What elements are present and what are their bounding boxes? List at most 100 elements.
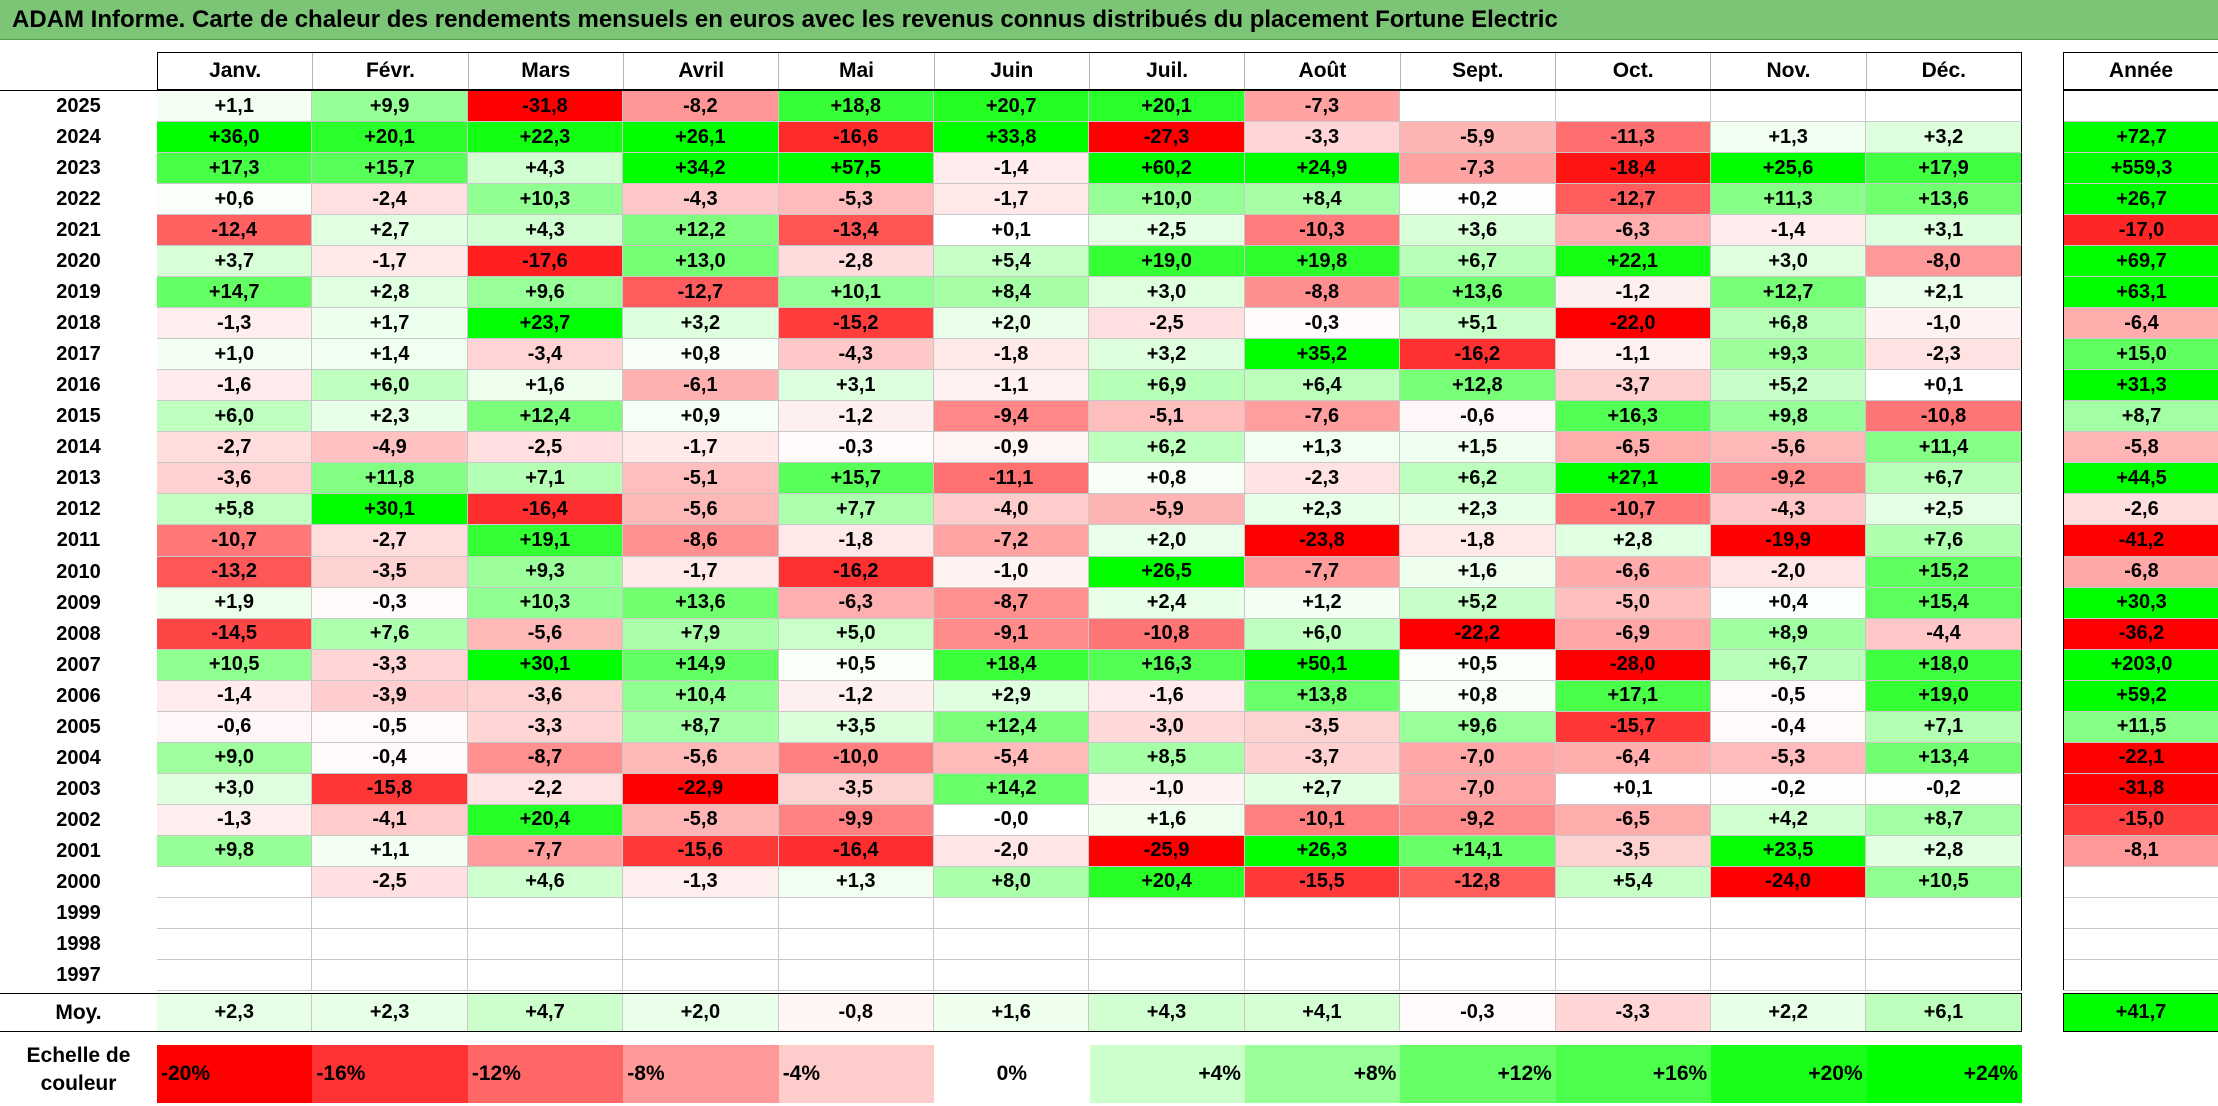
heatmap-cell: +10,3 [467, 184, 624, 216]
heatmap-cell [1710, 91, 1867, 123]
heatmap-cell: -3,5 [1555, 835, 1711, 867]
heatmap-cell: -2,0 [1710, 556, 1867, 588]
annual-cell-2018: -6,4 [2064, 308, 2218, 340]
heatmap-cell: -2,5 [312, 866, 468, 898]
annual-cell-2025 [2064, 91, 2218, 123]
heatmap-cell [778, 959, 934, 991]
year-label: 2024 [56, 126, 101, 149]
heatmap-cell: +8,5 [1089, 742, 1245, 774]
heatmap-cell: -0,5 [1710, 680, 1867, 712]
heatmap-cell: -8,8 [1244, 277, 1401, 309]
heatmap-cell: +14,9 [623, 649, 779, 681]
heatmap-cell: +6,4 [1244, 370, 1401, 402]
year-row-1999: 1999 [0, 897, 2022, 929]
heatmap-cell: +4,3 [467, 215, 624, 247]
heatmap-cell: +2,0 [933, 308, 1090, 340]
heatmap-cell: -5,6 [1710, 432, 1867, 464]
heatmap-cell [778, 897, 934, 929]
heatmap-cell: +7,7 [778, 494, 934, 526]
heatmap-cell: +2,7 [1244, 773, 1401, 805]
heatmap-cell: -10,8 [1089, 618, 1245, 650]
color-scale-swatch: -16% [312, 1045, 468, 1103]
year-row-2024: 2024 +36,0 +20,1 +22,3 +26,1 -16,6 +33,8 -27,3-… [0, 122, 2022, 154]
year-label: 2006 [56, 684, 101, 707]
heatmap-cell: +3,1 [1866, 215, 2022, 247]
heatmap-cell: -11,1 [933, 463, 1090, 495]
heatmap-cell: +2,8 [312, 277, 468, 309]
heatmap-cell: -7,7 [467, 835, 624, 867]
heatmap-cell: -7,2 [933, 525, 1090, 557]
heatmap-cell: -0,4 [312, 742, 468, 774]
heatmap-cell: +6,0 [157, 401, 313, 433]
heatmap-cell [1555, 897, 1711, 929]
heatmap-cell: -5,4 [933, 742, 1090, 774]
heatmap-cell [157, 959, 313, 991]
heatmap-cell [1710, 928, 1867, 960]
annual-cell-2019: +63,1 [2064, 277, 2218, 309]
heatmap-cell: +5,4 [933, 246, 1090, 278]
heatmap-cell: -9,2 [1710, 463, 1867, 495]
heatmap-cell: +22,1 [1555, 246, 1711, 278]
heatmap-cell: +6,8 [1710, 308, 1867, 340]
color-scale-swatch: +8% [1244, 1045, 1401, 1103]
heatmap-cell: -17,6 [467, 246, 624, 278]
heatmap-cell: +17,1 [1555, 680, 1711, 712]
heatmap-cell: -7,0 [1400, 773, 1556, 805]
heatmap-cell: +0,8 [1089, 463, 1245, 495]
heatmap-cell: +1,2 [1244, 587, 1401, 619]
heatmap-cell: -4,9 [312, 432, 468, 464]
heatmap-cell: +20,4 [1089, 866, 1245, 898]
heatmap-cell: -1,8 [778, 525, 934, 557]
average-cell: -0,8 [778, 994, 934, 1031]
heatmap-cell: +8,4 [1244, 184, 1401, 216]
heatmap-cell: +1,6 [1400, 556, 1556, 588]
heatmap-cell: +2,9 [933, 680, 1090, 712]
heatmap-cell [1555, 928, 1711, 960]
heatmap-cell: -0,3 [1244, 308, 1401, 340]
heatmap-cell: +12,4 [467, 401, 624, 433]
annual-cell-2024: +72,7 [2064, 122, 2218, 154]
heatmap-cell [1400, 897, 1556, 929]
annual-cell-2002: -15,0 [2064, 804, 2218, 836]
heatmap-cell: -3,7 [1555, 370, 1711, 402]
heatmap-cell: -16,4 [467, 494, 624, 526]
heatmap-cell: +27,1 [1555, 463, 1711, 495]
heatmap-cell: -10,8 [1866, 401, 2022, 433]
heatmap-cell: +1,3 [1244, 432, 1401, 464]
year-row-2001: 2001 +9,8 +1,1 -7,7 -15,6 -16,4 -2,0 -25,9 +26,3… [0, 835, 2022, 867]
heatmap-cell: -7,0 [1400, 742, 1556, 774]
color-scale-swatch: -8% [623, 1045, 779, 1103]
year-label: 2000 [56, 870, 101, 893]
heatmap-cell: -3,6 [467, 680, 624, 712]
heatmap-cell [1866, 959, 2022, 991]
heatmap-cell [623, 928, 779, 960]
annual-cell-2016: +31,3 [2064, 370, 2218, 402]
heatmap-cell: -3,3 [467, 711, 624, 743]
heatmap-cell: -3,3 [1244, 122, 1401, 154]
heatmap-cell: -25,9 [1089, 835, 1245, 867]
heatmap-cell: +0,5 [778, 649, 934, 681]
heatmap-cell: +1,3 [1710, 122, 1867, 154]
heatmap-cell: -2,3 [1244, 463, 1401, 495]
heatmap-cell: +1,0 [157, 339, 313, 371]
heatmap-cell: +0,5 [1400, 649, 1556, 681]
heatmap-cell: +22,3 [467, 122, 624, 154]
heatmap-cell: -27,3 [1089, 122, 1245, 154]
average-label: Moy. [55, 1000, 102, 1024]
year-row-2025: 2025 +1,1 +9,9 -31,8 -8,2 +18,8 +20,7 +20,1 -7,3 [0, 91, 2022, 123]
heatmap-cell: +1,6 [1089, 804, 1245, 836]
heatmap-cell: -12,8 [1400, 866, 1556, 898]
year-label: 2022 [56, 188, 101, 211]
heatmap-cell: -1,2 [1555, 277, 1711, 309]
heatmap-cell: -9,2 [1400, 804, 1556, 836]
heatmap-cell: +9,6 [1400, 711, 1556, 743]
heatmap-cell: +8,9 [1710, 618, 1867, 650]
heatmap-cell: -3,3 [312, 649, 468, 681]
heatmap-cell: -3,5 [778, 773, 934, 805]
heatmap-cell: +2,5 [1089, 215, 1245, 247]
heatmap-cell: +10,1 [778, 277, 934, 309]
heatmap-cell: +33,8 [933, 122, 1090, 154]
heatmap-cell: -3,0 [1089, 711, 1245, 743]
heatmap-cell: -1,2 [778, 680, 934, 712]
heatmap-cell [1866, 91, 2022, 123]
